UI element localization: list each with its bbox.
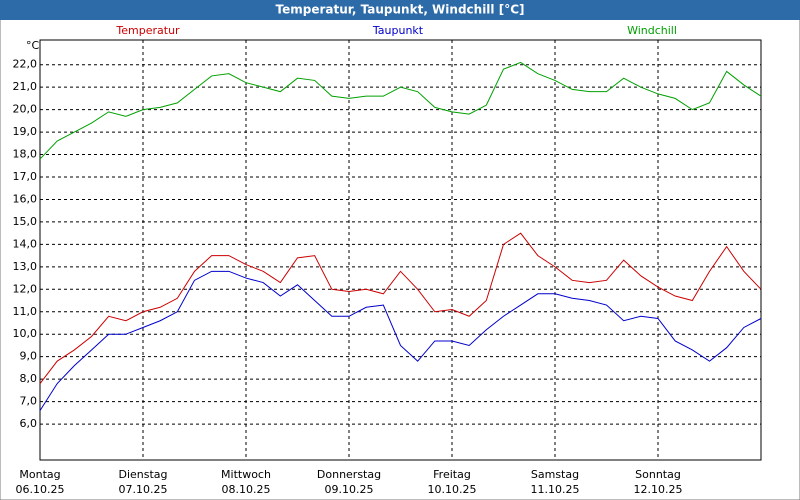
x-tick-label: Freitag [433,468,471,481]
y-tick-label: 20,0 [13,103,38,116]
x-tick-date: 07.10.25 [119,483,168,496]
y-tick-label: 21,0 [13,80,38,93]
x-tick-date: 06.10.25 [16,483,65,496]
x-tick-label: Montag [19,468,60,481]
y-tick-label: 14,0 [13,237,38,250]
title-bar [0,0,800,20]
plot-area [39,39,762,461]
legend-entry: Temperatur [115,24,180,37]
x-tick-date: 12.10.25 [634,483,683,496]
y-unit: °C [26,39,40,52]
y-tick-label: 19,0 [13,125,38,138]
chart-title: Temperatur, Taupunkt, Windchill [°C] [276,3,525,17]
y-tick-label: 16,0 [13,192,38,205]
legend-entry: Windchill [627,24,677,37]
y-tick-label: 8,0 [20,372,38,385]
x-tick-label: Samstag [531,468,579,481]
x-tick-date: 10.10.25 [428,483,477,496]
y-tick-label: 12,0 [13,282,38,295]
x-tick-label: Donnerstag [317,468,381,481]
series-line [39,61,762,160]
y-tick-label: 17,0 [13,170,38,183]
x-tick-date: 11.10.25 [531,483,580,496]
x-tick-label: Dienstag [118,468,167,481]
x-tick-label: Sonntag [635,468,681,481]
y-tick-label: 22,0 [13,58,38,71]
series-line [39,270,762,411]
y-tick-label: 9,0 [20,350,38,363]
series-line [39,232,762,384]
y-tick-label: 13,0 [13,260,38,273]
y-tick-label: 15,0 [13,215,38,228]
x-tick-date: 08.10.25 [222,483,271,496]
x-tick-label: Mittwoch [221,468,271,481]
legend-entry: Taupunkt [372,24,424,37]
y-tick-label: 11,0 [13,305,38,318]
x-tick-date: 09.10.25 [325,483,374,496]
y-tick-label: 10,0 [13,327,38,340]
y-tick-label: 6,0 [20,417,38,430]
y-tick-label: 18,0 [13,148,38,161]
y-tick-label: 7,0 [20,395,38,408]
